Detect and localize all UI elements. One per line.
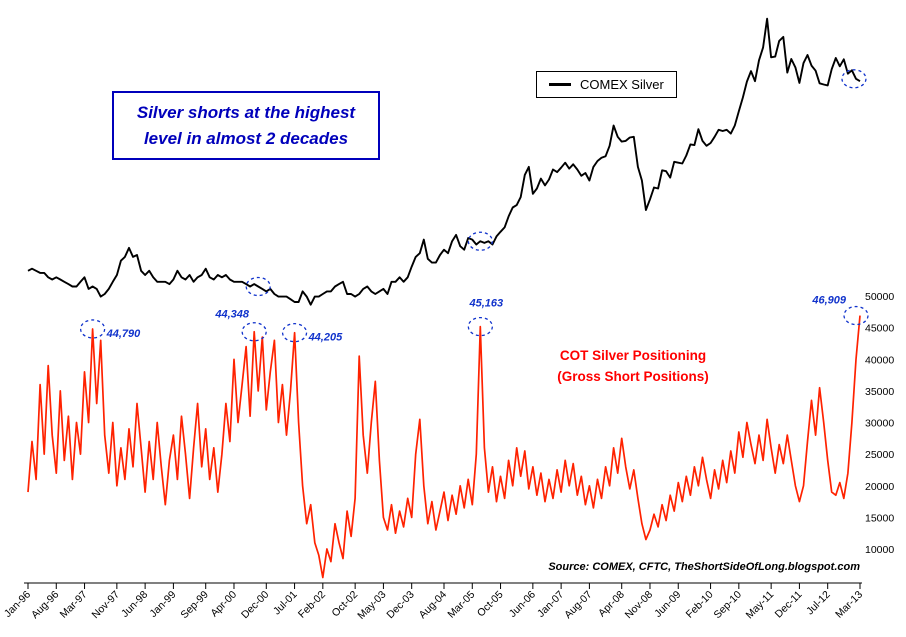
highlight-circle [467, 316, 493, 337]
highlight-circle [241, 322, 267, 342]
legend-label: COMEX Silver [580, 77, 664, 92]
x-tick-label: Mar-05 [445, 589, 477, 621]
legend: COMEX Silver [536, 71, 677, 98]
y-axis-label: 15000 [865, 512, 894, 524]
x-tick-label: Oct-05 [475, 589, 506, 620]
headline-box: Silver shorts at the highest level in al… [112, 91, 380, 160]
headline-line2: level in almost 2 decades [143, 128, 349, 148]
highlight-circle [245, 276, 271, 297]
x-tick-label: Aug-04 [417, 589, 450, 622]
peak-value-label: 44,205 [308, 332, 344, 344]
peak-value-label: 44,348 [214, 309, 250, 321]
x-tick-label: Feb-02 [296, 589, 328, 621]
x-tick-label: Mar-13 [833, 589, 865, 621]
x-tick-label: Jun-98 [119, 589, 150, 620]
y-axis-label: 20000 [865, 481, 894, 493]
y-axis-label: 45000 [865, 323, 894, 335]
x-tick-label: Jun-09 [652, 589, 683, 620]
cot-label-line1: COT Silver Positioning [559, 348, 707, 363]
y-axis-label: 50000 [865, 291, 894, 303]
x-tick-label: Apr-00 [208, 589, 239, 620]
x-tick-label: May-11 [744, 589, 777, 622]
x-tick-label: Nov-97 [90, 589, 123, 622]
peak-value-label: 44,790 [106, 328, 142, 340]
x-tick-label: Mar-97 [58, 589, 90, 621]
x-tick-label: Jan-99 [147, 589, 178, 620]
x-tick-label: Jan-07 [535, 589, 566, 620]
highlight-circle [281, 323, 308, 343]
x-tick-label: Apr-08 [596, 589, 627, 620]
x-tick-label: Jul-12 [804, 589, 833, 618]
cot-positioning-label: COT Silver Positioning (Gross Short Posi… [549, 342, 717, 392]
x-tick-label: Aug-96 [29, 589, 62, 622]
cot-label-line2: (Gross Short Positions) [557, 368, 709, 384]
x-tick-label: Feb-10 [684, 589, 716, 621]
cot-shorts-line [27, 315, 861, 579]
y-axis-label: 10000 [865, 544, 894, 556]
headline-line1: Silver shorts at the highest [136, 103, 356, 122]
x-tick-label: Jun-06 [507, 589, 538, 620]
peak-value-label: 45,163 [469, 298, 504, 310]
x-tick-label: Jan-96 [2, 589, 33, 620]
x-tick-label: Dec-03 [384, 589, 417, 622]
legend-line-swatch [549, 83, 571, 86]
x-tick-label: Sep-10 [712, 589, 745, 622]
x-tick-label: Aug-07 [562, 589, 595, 622]
comex-silver-line [27, 17, 861, 306]
x-tick-label: Dec-11 [773, 589, 805, 621]
highlight-circle [79, 319, 106, 339]
x-tick-label: Dec-00 [239, 589, 272, 622]
x-tick-label: May-03 [355, 589, 388, 622]
highlight-circle [841, 69, 867, 89]
x-tick-label: Sep-99 [178, 589, 211, 622]
y-axis-label: 30000 [865, 418, 894, 430]
highlight-circle [467, 231, 493, 251]
y-axis-label: 40000 [865, 354, 894, 366]
x-tick-label: Nov-08 [623, 589, 656, 622]
highlight-circle [843, 305, 869, 326]
y-axis-label: 35000 [865, 386, 894, 398]
source-credit: Source: COMEX, CFTC, TheShortSideOfLong.… [548, 561, 860, 573]
y-axis-label: 25000 [865, 449, 894, 461]
peak-value-label: 46,909 [811, 295, 847, 307]
